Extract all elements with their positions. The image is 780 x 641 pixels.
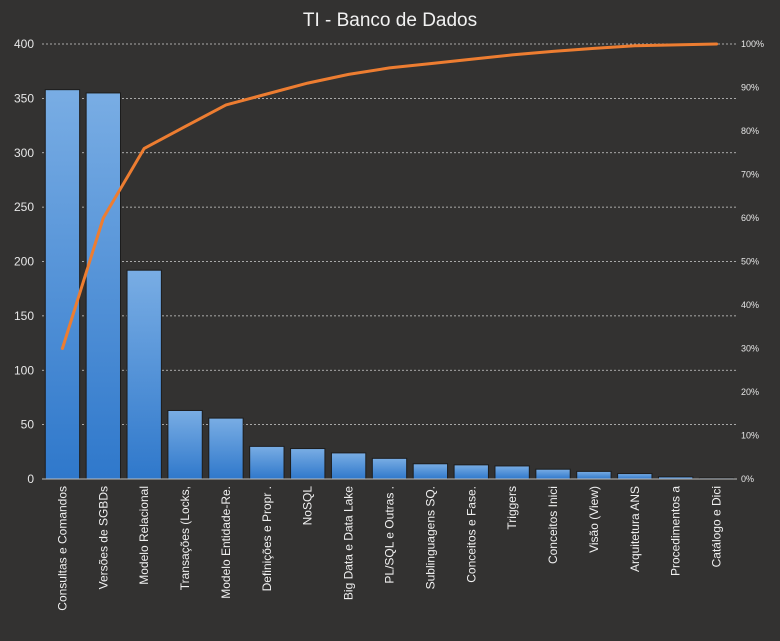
category-label: Transações (Locks, [178,486,192,590]
bar [412,463,449,480]
category-label: Triggers [505,486,519,530]
y-tick-label: 150 [14,309,34,323]
bar [126,269,162,480]
category-label: Modelo Relacional [137,486,151,585]
category-label: Procedimentos a [669,486,683,576]
y-axis-left-ticks: 0 50 100 150 200 250 300 350 400 [14,37,34,486]
y2-tick-label: 10% [741,431,759,441]
y2-tick-label: 70% [741,170,759,180]
y-tick-label: 100 [14,363,34,377]
category-label: Modelo Entidade-Re. [219,486,233,599]
cumulative-line [60,42,719,350]
y2-tick-label: 80% [741,126,759,136]
bar [44,89,81,480]
bar [249,445,285,480]
y-tick-label: 200 [14,255,34,269]
bar [453,464,489,480]
bar [494,465,530,480]
category-label: Conceitos Inici [546,486,560,564]
y-axis-right-ticks: 0% 10% 20% 30% 40% 50% 60% 70% 80% 90% 100% [741,39,764,484]
y2-tick-label: 60% [741,213,759,223]
category-label: Sublinguagens SQ. [423,486,437,589]
category-label: Visão (View) [587,486,601,553]
category-label: Catálogo e Dici [710,486,724,567]
y2-tick-label: 40% [741,300,759,310]
category-label: NoSQL [301,486,315,526]
bar-series [44,89,735,480]
bar [330,452,367,480]
category-label: PL/SQL e Outras . [383,486,397,584]
y-tick-label: 0 [27,472,34,486]
bar [535,468,571,480]
y2-tick-label: 20% [741,387,759,397]
bar [167,409,203,480]
bar [208,417,244,480]
bar [617,473,653,480]
y2-tick-label: 100% [741,39,764,49]
y-tick-label: 50 [21,418,35,432]
y2-tick-label: 50% [741,257,759,267]
category-label: Conceitos e Fase. [464,486,478,583]
category-label: Arquitetura ANS [628,486,642,572]
category-label: Consultas e Comandos [55,486,69,611]
y2-tick-label: 90% [741,83,759,93]
y-tick-label: 350 [14,91,34,105]
bar [85,92,121,480]
bar [371,457,408,480]
y-tick-label: 400 [14,37,34,51]
bar [576,470,612,480]
bar [290,448,326,480]
category-label: Big Data e Data Lake [342,486,356,600]
y2-tick-label: 0% [741,474,754,484]
chart-title: TI - Banco de Dados [303,10,477,31]
y2-tick-label: 30% [741,344,759,354]
x-axis-categories: Consultas e Comandos Versões de SGBDs Mode… [55,486,723,611]
y-tick-label: 300 [14,146,34,160]
category-label: Versões de SGBDs [96,486,110,589]
cumulative-line-series [60,42,719,350]
category-label: Definições e Propr . [260,486,274,591]
y-tick-label: 250 [14,200,34,214]
